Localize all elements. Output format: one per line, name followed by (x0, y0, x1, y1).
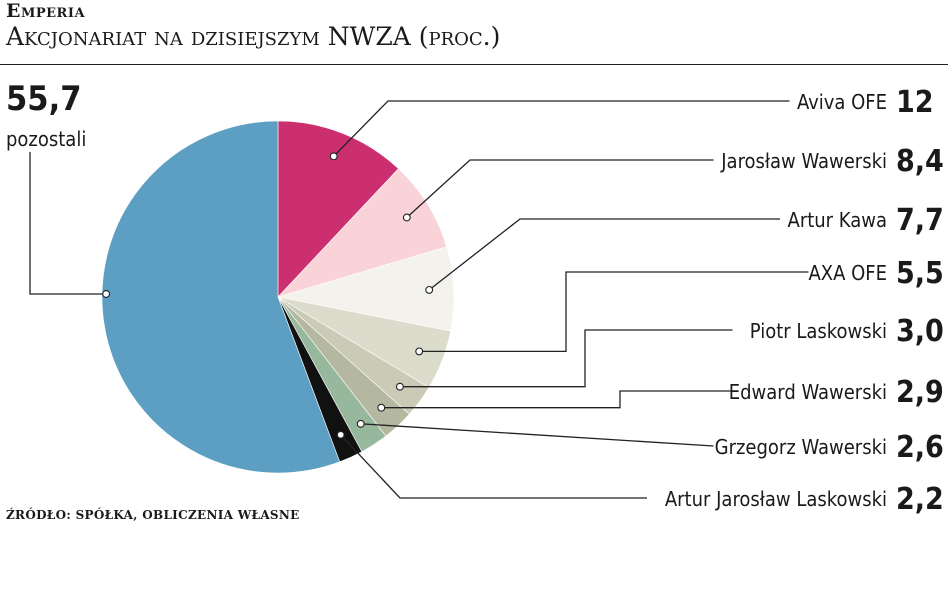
legend-label-edward-wawerski: Edward Wawerski (729, 380, 887, 404)
callout-line-edward-wawerski (381, 390, 733, 409)
callout-dot-grzegorz-wawerski (356, 419, 365, 428)
callout-dot-axa-ofe (415, 347, 424, 356)
value-label-jaroslaw-wawerski: 8,4 (896, 144, 944, 179)
value-label-pozostali: 55,7 (6, 79, 81, 119)
callout-dot-pozostali (102, 290, 111, 298)
value-label-aviva-ofe: 12 (896, 85, 934, 120)
legend-label-artur-kawa: Artur Kawa (788, 208, 887, 232)
value-label-edward-wawerski: 2,9 (896, 375, 944, 410)
legend-label-grzegorz-wawerski: Grzegorz Wawerski (715, 435, 887, 459)
value-label-axa-ofe: 5,5 (896, 256, 944, 291)
value-label-artur-jaroslaw-laskowski: 2,2 (896, 482, 944, 517)
callout-dot-jaroslaw-wawerski (402, 213, 411, 222)
source-note: ŹRÓDŁO: SPÓŁKA, OBLICZENIA WŁASNE (6, 508, 300, 522)
legend-label-piotr-laskowski: Piotr Laskowski (750, 319, 887, 343)
legend-label-artur-jaroslaw-laskowski: Artur Jarosław Laskowski (665, 487, 887, 511)
legend-label-axa-ofe: AXA OFE (808, 261, 887, 285)
callout-line-piotr-laskowski (399, 329, 733, 388)
callout-line-artur-jaroslaw-laskowski (340, 434, 647, 499)
callout-line-grzegorz-wawerski (360, 423, 714, 447)
callout-line-pozostali (29, 152, 107, 295)
value-label-grzegorz-wawerski: 2,6 (896, 430, 944, 465)
chart-subtitle: Akcjonariat na dzisiejszym NWZA (proc.) (6, 22, 501, 51)
value-label-piotr-laskowski: 3,0 (896, 314, 944, 349)
title-divider (0, 64, 948, 65)
pie-slice-aviva-ofe (277, 120, 399, 298)
legend-label-pozostali: pozostali (6, 127, 86, 151)
pie-slice-pozostali (101, 120, 341, 474)
legend-label-aviva-ofe: Aviva OFE (797, 90, 887, 114)
callout-dot-aviva-ofe (329, 152, 338, 161)
callout-line-artur-kawa (428, 218, 780, 291)
callout-dot-edward-wawerski (377, 403, 386, 412)
callout-dot-artur-kawa (425, 285, 434, 294)
callout-line-aviva-ofe (333, 100, 790, 157)
callout-dot-piotr-laskowski (395, 382, 404, 391)
callout-dot-artur-jaroslaw-laskowski (336, 430, 345, 439)
chart-title: Emperia (6, 0, 86, 22)
legend-label-jaroslaw-wawerski: Jarosław Wawerski (720, 149, 887, 173)
callout-line-axa-ofe (419, 271, 809, 353)
value-label-artur-kawa: 7,7 (896, 203, 944, 238)
pie-slice-jaroslaw-wawerski (277, 168, 448, 298)
callout-line-jaroslaw-wawerski (406, 159, 714, 218)
